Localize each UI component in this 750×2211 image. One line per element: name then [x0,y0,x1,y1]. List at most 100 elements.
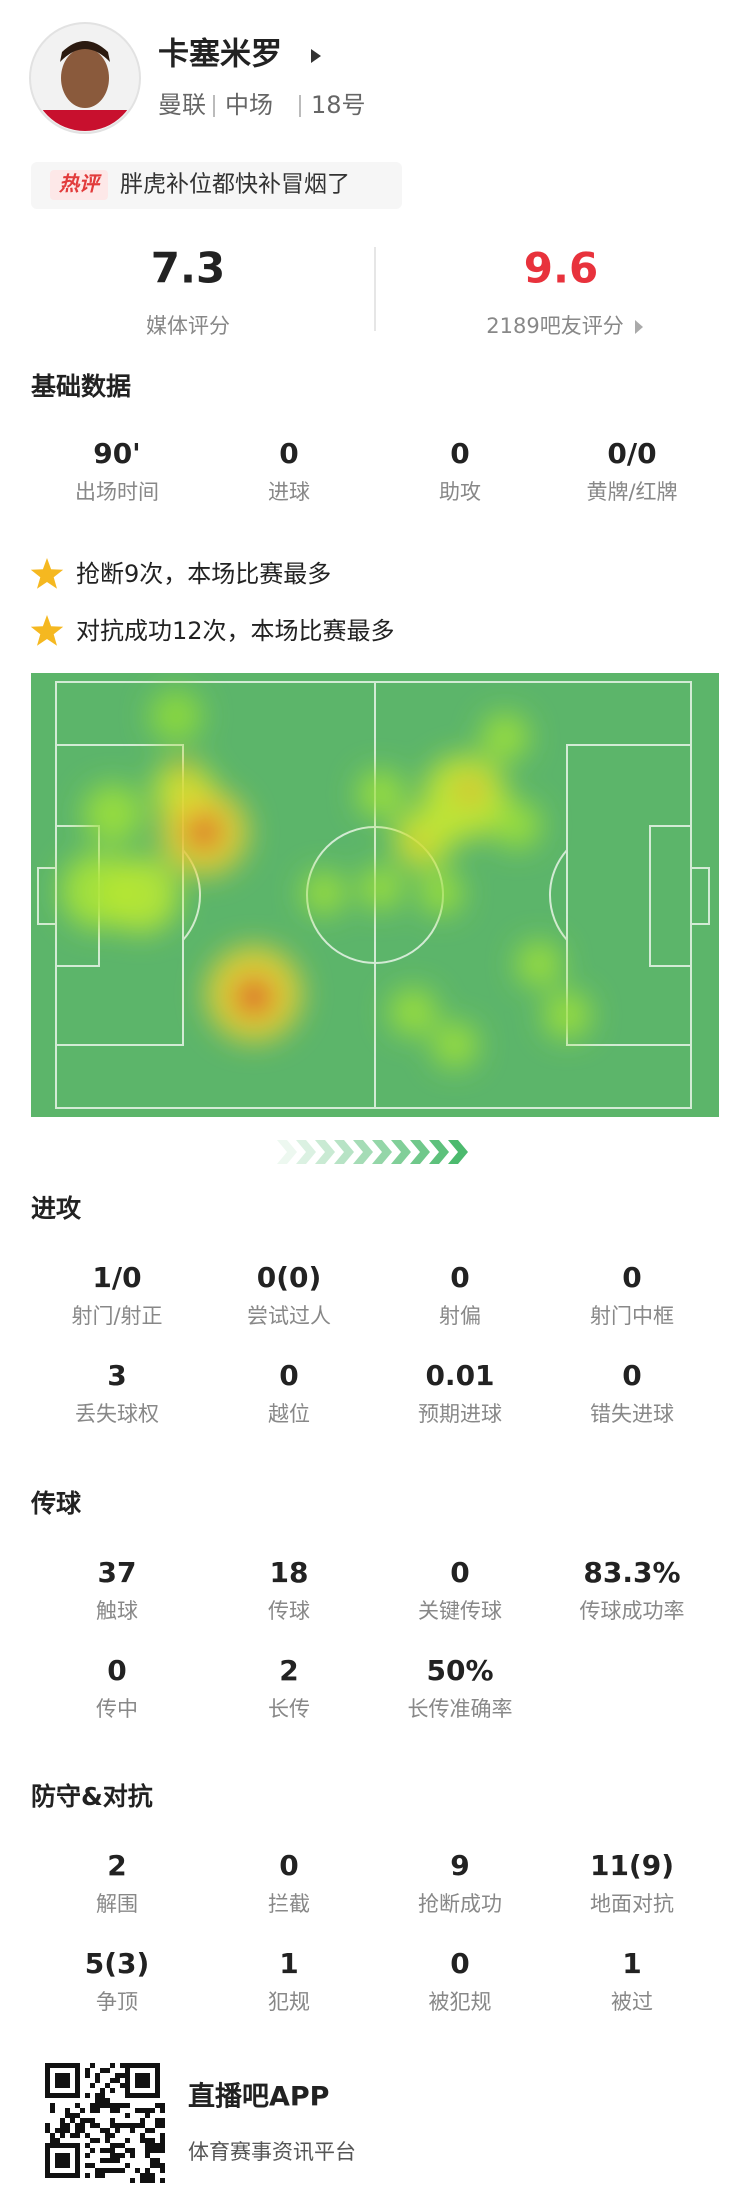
section-title: 防守&对抗 [31,1782,153,1811]
avatar [29,22,141,134]
qr-module [160,2143,165,2148]
stat-label: 触球 [96,1599,138,1623]
qr-module [95,2103,100,2108]
scroll-indicator [277,1140,468,1164]
team: 曼联 [158,91,206,119]
qr-module [120,2123,125,2128]
qr-module [80,2108,85,2113]
qr-module [90,2118,95,2123]
qr-module [145,2143,150,2148]
qr-module [50,2138,55,2143]
qr-module [50,2133,55,2138]
qr-module [145,2173,150,2178]
stat-value: 0 [279,1359,298,1392]
qr-module [130,2148,135,2153]
qr-module [105,2158,110,2163]
qr-module [130,2178,135,2183]
qr-module [110,2133,115,2138]
qr-module [160,2148,165,2153]
stat-label: 射门中框 [590,1304,674,1328]
qr-module [155,2158,160,2163]
media-rating-label: 媒体评分 [146,314,230,338]
heat-core [175,762,191,778]
qr-module [135,2123,140,2128]
qr-module [60,2118,65,2123]
qr-module [125,2113,130,2118]
stat-value: 0 [622,1359,641,1392]
qr-module [80,2118,85,2123]
qr-module [140,2133,145,2138]
qr-module [85,2073,90,2078]
stat-value: 50% [426,1654,493,1687]
stat-value: 1 [622,1947,641,1980]
qr-finder [125,2063,160,2098]
qr-module [160,2103,165,2108]
qr-module [60,2133,65,2138]
stat-label: 解围 [96,1892,138,1916]
qr-module [145,2113,150,2118]
tagline: 体育赛事资讯平台 [188,2140,356,2164]
qr-module [85,2153,90,2158]
qr-module [95,2073,100,2078]
qr-module [85,2143,90,2148]
qr-module [85,2133,90,2138]
qr-module [65,2113,70,2118]
qr-module [140,2178,145,2183]
qr-module [100,2068,105,2073]
qr-module [100,2158,105,2163]
stat-label: 射门/射正 [71,1304,162,1328]
qr-module [105,2133,110,2138]
qr-module [80,2128,85,2133]
qr-module [125,2148,130,2153]
qr-finder [135,2073,150,2088]
qr-module [155,2148,160,2153]
qr-module [95,2078,100,2083]
qr-module [115,2073,120,2078]
qr-module [90,2148,95,2153]
qr-module [105,2083,110,2088]
qr-module [120,2143,125,2148]
qr-module [130,2128,135,2133]
qr-module [115,2158,120,2163]
hot-tag-bg [50,170,108,200]
heat-blob [543,991,591,1039]
stat-value: 37 [98,1556,137,1589]
qr-module [90,2108,95,2113]
qr-module [110,2153,115,2158]
qr-module [145,2178,150,2183]
heat-blob [103,857,179,933]
stat-label: 关键传球 [418,1599,502,1623]
stat-label: 长传准确率 [408,1697,513,1721]
qr-module [50,2103,55,2108]
qr-module [110,2108,115,2113]
qr-module [115,2103,120,2108]
qr-module [75,2103,80,2108]
stat-value: 18 [270,1556,309,1589]
stat-label: 丢失球权 [75,1402,159,1426]
highlight: 对抗成功12次，本场比赛最多 [76,617,395,645]
qr-module [85,2093,90,2098]
qr-module [105,2098,110,2103]
name-arrow [311,49,321,63]
heat-core [410,837,426,853]
stat-value: 11(9) [590,1849,674,1882]
qr-module [45,2123,50,2128]
qr-module [155,2118,160,2123]
qr-module [105,2103,110,2108]
stat-value: 2 [107,1849,126,1882]
stat-label: 长传 [268,1697,310,1721]
chevron [277,1140,297,1164]
qr-module [120,2083,125,2088]
qr-module [120,2153,125,2158]
qr-module [155,2163,160,2168]
stat-value: 0.01 [425,1359,494,1392]
qr-finder [55,2073,70,2088]
heat-blob [83,784,143,844]
qr-module [160,2168,165,2173]
heat-core [460,780,480,800]
qr-module [150,2108,155,2113]
qr-module [100,2088,105,2093]
qr-module [75,2133,80,2138]
chevron [334,1140,354,1164]
